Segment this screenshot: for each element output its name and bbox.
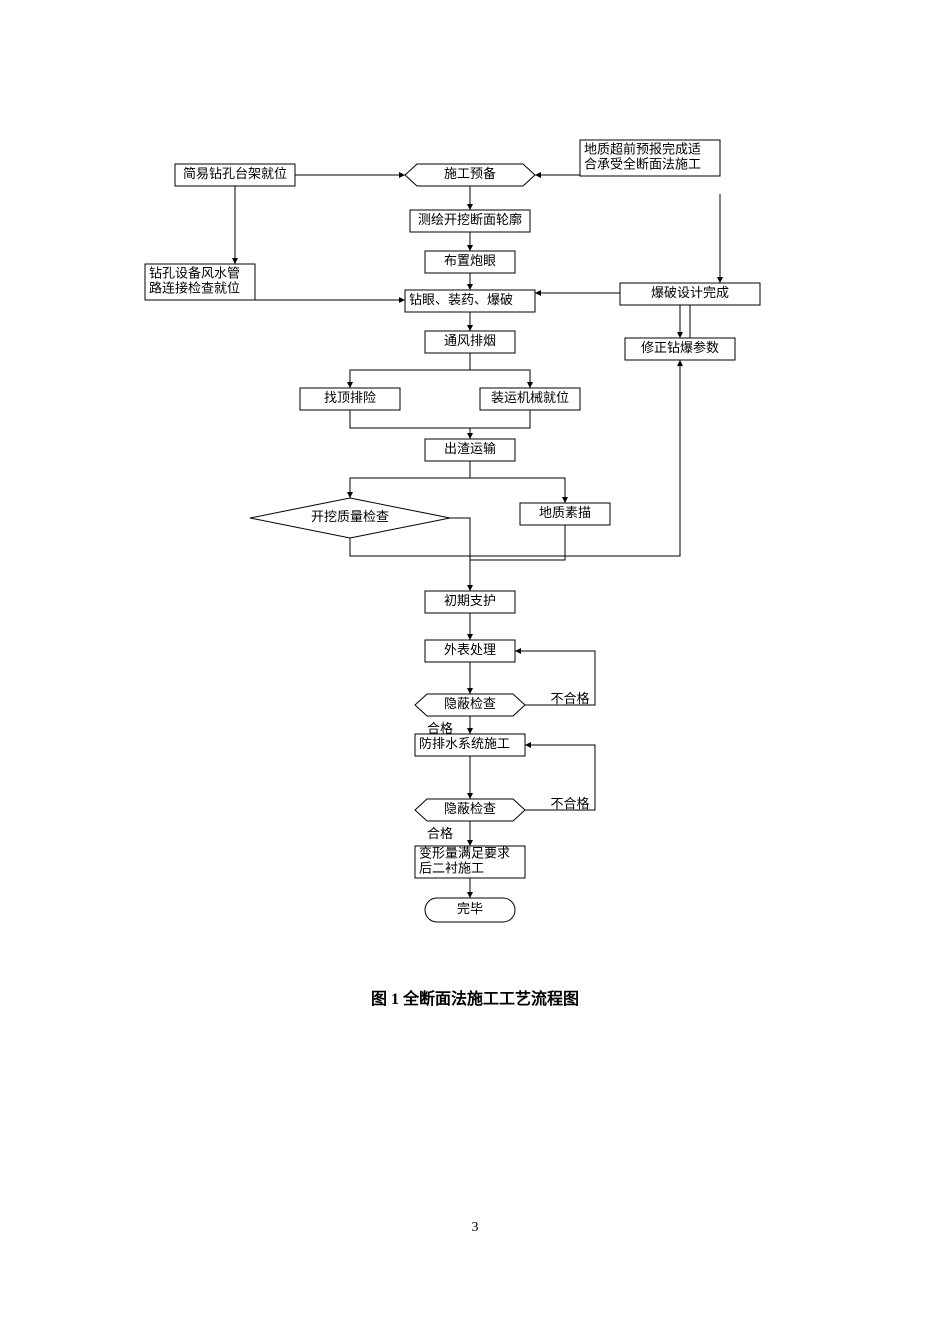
node-label: 地质素描 bbox=[539, 505, 591, 520]
node-n22: 完毕 bbox=[425, 898, 515, 922]
node-label: 爆破设计完成 bbox=[651, 285, 729, 300]
node-n7: 钻眼、装药、爆破 bbox=[405, 290, 535, 312]
node-label: 钻孔设备风水管 bbox=[149, 265, 240, 280]
node-n15: 地质素描 bbox=[520, 503, 610, 525]
figure-caption: 图 1 全断面法施工工艺流程图 bbox=[0, 985, 950, 1009]
edge bbox=[450, 518, 470, 560]
node-label: 简易钻孔台架就位 bbox=[183, 166, 287, 181]
node-label: 路连接检查就位 bbox=[149, 280, 240, 295]
edge bbox=[470, 525, 565, 560]
node-n18fail: 不合格 bbox=[550, 691, 589, 706]
node-n2: 施工预备 bbox=[405, 164, 535, 186]
node-n10: 修正钻爆参数 bbox=[625, 338, 735, 360]
node-label: 不合格 bbox=[550, 796, 589, 811]
node-label: 装运机械就位 bbox=[491, 390, 569, 405]
node-label: 外表处理 bbox=[444, 642, 496, 657]
node-label: 后二衬施工 bbox=[419, 860, 484, 875]
node-label: 合承受全断面法施工 bbox=[584, 156, 701, 171]
edge bbox=[350, 370, 470, 388]
node-label: 不合格 bbox=[550, 691, 589, 706]
edge bbox=[470, 478, 565, 503]
flowchart-svg: 简易钻孔台架就位 施工预备 地质超前预报完成适合承受全断面法施工测绘开挖断面轮廓布置… bbox=[0, 0, 950, 960]
node-n20: 隐蔽检查 bbox=[415, 799, 525, 821]
edge bbox=[350, 410, 470, 428]
node-label: 完毕 bbox=[457, 901, 483, 916]
node-label: 防排水系统施工 bbox=[419, 736, 510, 751]
node-label: 通风排烟 bbox=[444, 333, 496, 348]
edge bbox=[470, 410, 530, 428]
node-n5: 布置炮眼 bbox=[425, 251, 515, 273]
node-n4: 测绘开挖断面轮廓 bbox=[410, 210, 530, 232]
page: 简易钻孔台架就位 施工预备 地质超前预报完成适合承受全断面法施工测绘开挖断面轮廓布置… bbox=[0, 0, 950, 1344]
node-label: 初期支护 bbox=[444, 593, 496, 608]
node-label: 出渣运输 bbox=[444, 441, 496, 456]
node-label: 布置炮眼 bbox=[444, 253, 496, 268]
node-n20fail: 不合格 bbox=[550, 796, 589, 811]
node-n13: 出渣运输 bbox=[425, 439, 515, 461]
edge bbox=[350, 478, 470, 498]
node-n1: 简易钻孔台架就位 bbox=[175, 164, 295, 186]
node-n11: 找顶排险 bbox=[300, 388, 400, 410]
node-n16: 初期支护 bbox=[425, 591, 515, 613]
node-label: 修正钻爆参数 bbox=[641, 340, 719, 355]
node-label: 隐蔽检查 bbox=[444, 696, 496, 711]
page-number: 3 bbox=[0, 1220, 950, 1236]
node-n12: 装运机械就位 bbox=[480, 388, 580, 410]
node-label: 测绘开挖断面轮廓 bbox=[418, 212, 522, 227]
node-label: 隐蔽检查 bbox=[444, 801, 496, 816]
node-n3: 地质超前预报完成适合承受全断面法施工 bbox=[580, 140, 720, 176]
node-label: 找顶排险 bbox=[324, 390, 376, 405]
node-n14: 开挖质量检查 bbox=[250, 498, 450, 538]
node-n19: 防排水系统施工 bbox=[415, 734, 525, 756]
node-label: 开挖质量检查 bbox=[311, 509, 389, 524]
node-label: 施工预备 bbox=[444, 166, 496, 181]
node-n21: 变形量满足要求后二衬施工 bbox=[415, 845, 525, 878]
node-label: 地质超前预报完成适 bbox=[584, 141, 701, 156]
node-n20pass: 合格 bbox=[427, 826, 453, 841]
node-n17: 外表处理 bbox=[425, 640, 515, 662]
edge bbox=[535, 293, 620, 300]
node-label: 合格 bbox=[427, 826, 453, 841]
node-label: 钻眼、装药、爆破 bbox=[409, 292, 513, 307]
node-n18: 隐蔽检查 bbox=[415, 694, 525, 716]
edge bbox=[470, 370, 530, 388]
node-n9: 通风排烟 bbox=[425, 331, 515, 353]
node-label: 变形量满足要求 bbox=[419, 845, 510, 860]
node-n8: 爆破设计完成 bbox=[620, 283, 760, 305]
node-n6: 钻孔设备风水管路连接检查就位 bbox=[145, 264, 255, 300]
